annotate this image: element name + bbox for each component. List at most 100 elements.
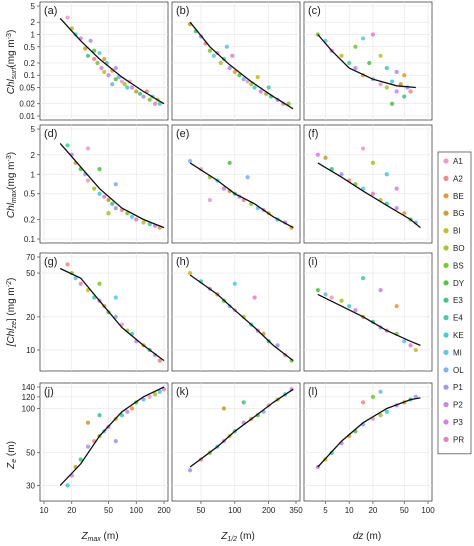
panel-frame <box>39 252 169 372</box>
data-point <box>113 295 118 300</box>
data-point <box>106 211 111 216</box>
data-point <box>402 73 407 78</box>
data-point <box>73 276 78 281</box>
data-point <box>402 94 407 99</box>
data-point <box>141 397 146 402</box>
data-point <box>353 65 358 71</box>
x-tick-label: 200 <box>157 506 171 515</box>
legend-marker <box>443 175 449 181</box>
legend-label-be: BE <box>453 192 464 201</box>
data-point <box>389 79 395 84</box>
trend-line <box>189 274 294 362</box>
legend-marker <box>443 402 449 408</box>
data-point <box>329 295 334 300</box>
data-point <box>152 392 158 397</box>
data-point <box>394 69 399 75</box>
data-point <box>323 155 328 160</box>
legend-label-p1: P1 <box>453 383 463 392</box>
data-point <box>237 73 242 78</box>
data-point <box>113 206 118 211</box>
panel-k: (k) 50 100 200 350 <box>171 382 303 515</box>
data-point <box>394 89 399 94</box>
legend-label-mi: MI <box>453 348 462 357</box>
panel-frame <box>303 382 433 502</box>
panel-label: (e) <box>176 128 189 140</box>
panel-f: (f) <box>303 124 433 244</box>
data-point <box>315 152 320 157</box>
data-point <box>102 194 107 199</box>
legend-marker <box>443 332 449 338</box>
panel-h: (h) <box>171 252 301 372</box>
trend-line <box>59 142 165 229</box>
y-axis-title-row1: Chlmax(mg m-3) <box>6 152 18 218</box>
legend-label-pr: PR <box>453 435 464 444</box>
data-point <box>230 53 235 58</box>
data-point <box>187 158 193 164</box>
data-point <box>384 409 389 414</box>
legend-marker <box>443 297 449 303</box>
data-point <box>134 217 139 222</box>
trend-line <box>317 34 416 89</box>
data-point <box>134 89 139 94</box>
y-tick-label: 50 <box>26 449 35 458</box>
trend-line <box>317 293 421 347</box>
panel-c: (c) <box>303 1 433 121</box>
data-point <box>141 94 146 99</box>
data-point <box>147 394 152 399</box>
data-point <box>85 178 91 183</box>
data-point <box>402 211 407 216</box>
data-point <box>413 347 418 353</box>
panel-i: (i) <box>303 252 433 372</box>
legend-label-bo: BO <box>453 244 465 253</box>
data-point <box>97 50 102 56</box>
data-point <box>241 77 246 82</box>
x-tick-label: 50 <box>104 506 113 515</box>
data-point <box>88 38 93 43</box>
data-point <box>152 101 158 106</box>
data-point <box>370 191 376 196</box>
panel-label: (f) <box>308 128 318 140</box>
data-point <box>65 15 70 20</box>
data-point <box>110 201 115 206</box>
trend-line <box>189 21 294 110</box>
data-point <box>147 97 152 102</box>
legend-marker <box>443 349 449 355</box>
x-tick-label: 350 <box>289 506 303 515</box>
legend: A1 A2 BE BG BI BO BS DY E3 E4 KE MI OL P1 P2 P3 PR <box>437 151 472 455</box>
data-point <box>370 394 376 399</box>
x-tick-label: 20 <box>67 506 76 515</box>
data-point <box>224 44 229 49</box>
data-point <box>97 167 102 172</box>
legend-label-ke: KE <box>453 331 464 340</box>
panel-frame <box>303 1 433 121</box>
y-tick-label: 0.1 <box>24 71 36 80</box>
panel-label: (k) <box>176 386 189 398</box>
y-tick-label: 5 <box>31 2 36 11</box>
panel-label: (d) <box>44 128 57 140</box>
y-tick-label: 0.5 <box>24 43 36 52</box>
data-point <box>408 343 413 348</box>
legend-marker <box>443 158 449 164</box>
x-tick-label: 5 <box>323 506 328 515</box>
data-point <box>394 206 399 211</box>
panel-label: (i) <box>308 256 318 268</box>
data-point <box>129 85 135 90</box>
legend-label-a1: A1 <box>453 157 463 166</box>
data-point <box>97 281 102 286</box>
data-point <box>78 281 83 286</box>
y-tick-label: 1 <box>31 30 36 39</box>
panel-l: (l) 5 10 20 50 100 <box>303 382 435 515</box>
panel-label: (a) <box>44 5 57 17</box>
data-point <box>187 270 193 276</box>
data-point <box>119 79 125 84</box>
x-tick-label: 200 <box>262 506 276 515</box>
data-point <box>384 172 389 177</box>
panel-label: (c) <box>308 5 321 17</box>
legend-marker <box>443 367 449 373</box>
data-point <box>119 413 125 418</box>
y-tick-label: 2 <box>31 18 36 27</box>
data-point <box>92 56 97 62</box>
y-axis-title-row0: Chlsurf(mg m-3) <box>6 30 18 95</box>
x-axis-title-col2: dz (m) <box>353 531 381 542</box>
